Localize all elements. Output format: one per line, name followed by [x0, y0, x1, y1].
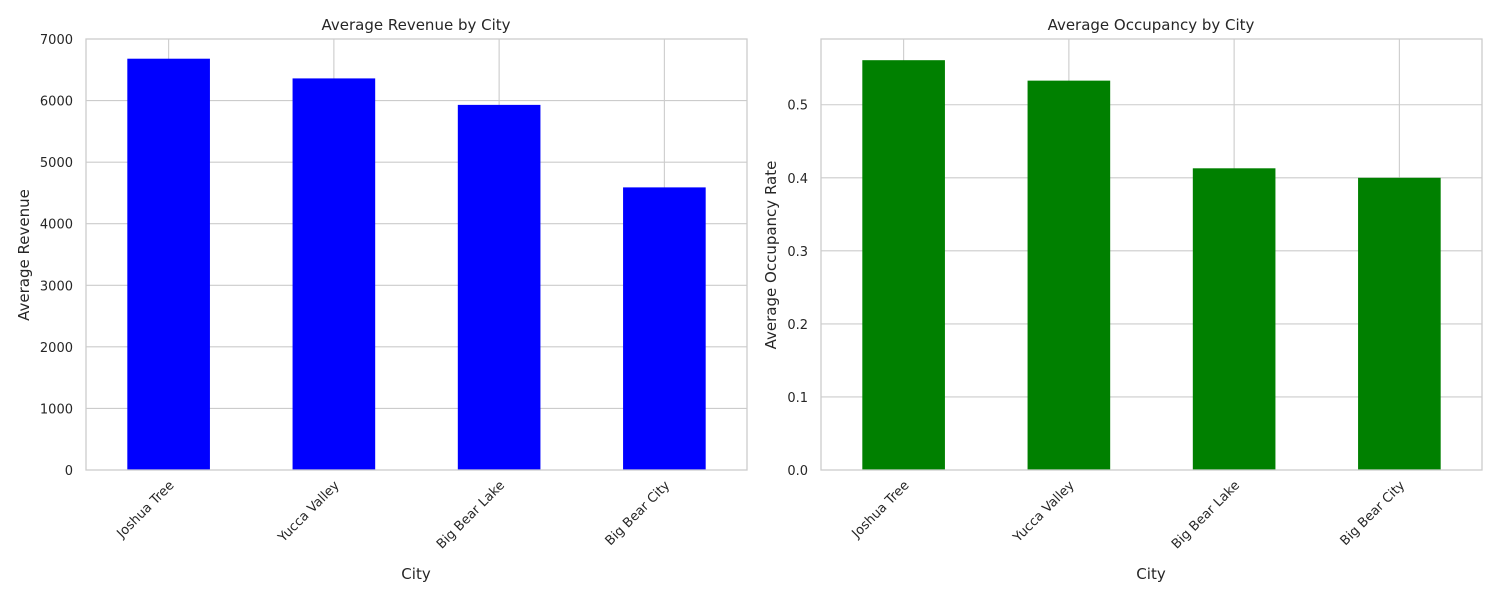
- occupancy-chart: Average Occupancy by City City Average O…: [762, 16, 1483, 583]
- revenue-ytick-label: 4000: [40, 218, 73, 233]
- occupancy-ytick-label: 0.1: [787, 391, 808, 406]
- revenue-bar: [457, 104, 541, 470]
- revenue-chart-ylabel: Average Revenue: [15, 189, 33, 321]
- revenue-xtick-label: Joshua Tree: [114, 478, 178, 542]
- revenue-bar: [292, 78, 376, 471]
- occupancy-xtick-label: Joshua Tree: [849, 478, 913, 542]
- occupancy-ytick-label: 0.3: [787, 245, 808, 260]
- occupancy-plot-frame: [820, 38, 1483, 471]
- revenue-chart: Average Revenue by City City Average Rev…: [15, 16, 748, 583]
- revenue-ytick-label: 2000: [40, 341, 73, 356]
- occupancy-xtick-label: Yucca Valley: [1010, 478, 1078, 546]
- revenue-ytick-label: 7000: [40, 33, 73, 48]
- revenue-plot-frame: [85, 38, 748, 471]
- occupancy-chart-ylabel: Average Occupancy Rate: [762, 161, 780, 350]
- revenue-chart-xlabel: City: [401, 565, 431, 583]
- occupancy-ytick-label: 0.5: [787, 99, 808, 114]
- occupancy-xtick-label: Big Bear City: [1338, 478, 1409, 549]
- occupancy-ytick-label: 0.0: [787, 464, 808, 479]
- revenue-chart-title: Average Revenue by City: [321, 16, 510, 34]
- revenue-ytick-label: 1000: [40, 402, 73, 417]
- revenue-xtick-label: Big Bear Lake: [434, 478, 508, 552]
- revenue-ytick-label: 3000: [40, 279, 73, 294]
- occupancy-ytick-label: 0.2: [787, 318, 808, 333]
- occupancy-ytick-label: 0.4: [787, 172, 808, 187]
- occupancy-chart-title: Average Occupancy by City: [1048, 16, 1255, 34]
- revenue-bar: [623, 187, 706, 470]
- occupancy-bar: [862, 60, 945, 470]
- revenue-ytick-label: 5000: [40, 156, 73, 171]
- revenue-xtick-label: Big Bear City: [603, 478, 674, 549]
- revenue-ytick-label: 6000: [40, 95, 73, 110]
- occupancy-bar: [1027, 80, 1111, 471]
- revenue-bar: [127, 58, 210, 471]
- occupancy-bar: [1358, 177, 1441, 470]
- occupancy-bar: [1192, 168, 1276, 471]
- revenue-ytick-label: 0: [65, 464, 73, 479]
- revenue-xtick-label: Yucca Valley: [275, 478, 343, 546]
- occupancy-xtick-label: Big Bear Lake: [1169, 478, 1243, 552]
- occupancy-chart-xlabel: City: [1136, 565, 1166, 583]
